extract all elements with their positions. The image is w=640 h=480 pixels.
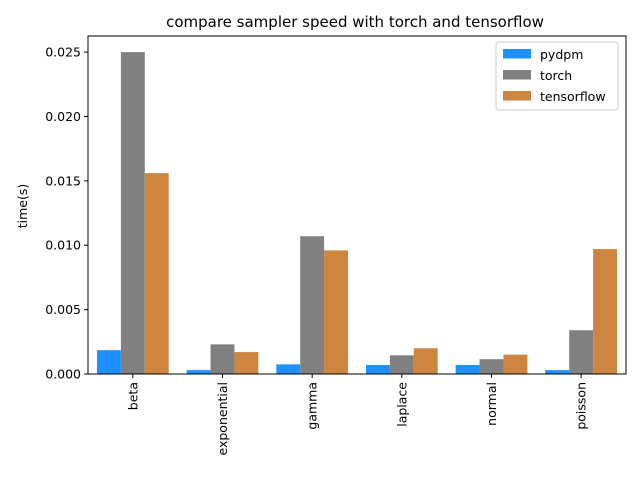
x-tick-label-exponential: exponential <box>215 382 230 456</box>
x-tick-label-laplace: laplace <box>394 382 409 427</box>
plot-frame <box>87 35 627 375</box>
bar-tensorflow-gamma <box>324 250 349 374</box>
bar-pydpm-gamma <box>276 364 301 374</box>
bar-tensorflow-exponential <box>234 352 259 374</box>
bars-group <box>96 52 618 374</box>
chart-title: compare sampler speed with torch and ten… <box>166 13 544 31</box>
bar-pydpm-laplace <box>365 364 390 374</box>
legend-swatch-pydpm <box>503 49 531 59</box>
y-tick-label: 0.015 <box>45 173 81 188</box>
legend-swatch-torch <box>503 70 531 80</box>
x-tick-label-gamma: gamma <box>305 382 320 430</box>
x-tick-label-beta: beta <box>125 382 140 410</box>
y-tick-label: 0.025 <box>45 45 81 60</box>
bar-pydpm-beta <box>96 350 121 374</box>
y-axis-label: time(s) <box>15 184 30 229</box>
y-tick-label: 0.000 <box>45 367 81 382</box>
y-tick-label: 0.010 <box>45 238 81 253</box>
bar-torch-laplace <box>389 355 414 374</box>
bar-pydpm-poisson <box>545 370 570 374</box>
bar-torch-beta <box>120 52 145 374</box>
y-tick-label: 0.005 <box>45 302 81 317</box>
bar-pydpm-exponential <box>186 370 211 374</box>
axes-group: 0.000 0.005 0.010 0.015 0.020 0.025 beta expone… <box>45 35 627 456</box>
legend: pydpm torch tensorflow <box>495 41 619 111</box>
bar-torch-exponential <box>210 344 235 374</box>
bar-torch-normal <box>479 359 504 374</box>
legend-label-pydpm: pydpm <box>540 47 583 62</box>
bar-torch-poisson <box>569 330 594 374</box>
bar-pydpm-normal <box>455 364 480 374</box>
x-tick-label-normal: normal <box>484 382 499 426</box>
bar-tensorflow-normal <box>503 354 528 374</box>
legend-label-torch: torch <box>540 68 572 83</box>
bar-torch-gamma <box>300 236 325 374</box>
bar-tensorflow-beta <box>144 173 169 374</box>
bar-tensorflow-laplace <box>413 348 438 374</box>
bar-tensorflow-poisson <box>593 249 618 374</box>
y-tick-label: 0.020 <box>45 109 81 124</box>
legend-swatch-tensorflow <box>503 91 531 101</box>
x-tick-label-poisson: poisson <box>574 382 589 430</box>
legend-label-tensorflow: tensorflow <box>540 89 606 104</box>
